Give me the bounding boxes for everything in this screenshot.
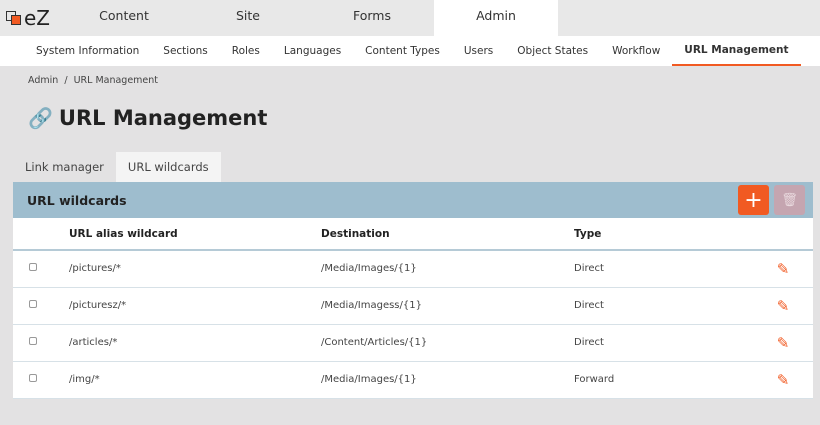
trash-icon: 🗑: [781, 192, 798, 208]
panel-title: URL wildcards: [27, 192, 127, 208]
alias-cell: /picturesz/*: [69, 287, 321, 325]
subnav-system-information[interactable]: System Information: [36, 45, 140, 57]
edit-button[interactable]: ✎: [753, 287, 813, 325]
col-type: Type: [574, 218, 753, 251]
url-wildcards-panel: URL wildcards + 🗑 URL alias wildcard Des…: [13, 182, 813, 399]
tab-site[interactable]: Site: [236, 8, 260, 23]
tab-content[interactable]: Content: [99, 8, 149, 23]
table-row: /img/* /Media/Images/{1} Forward ✎: [13, 361, 813, 399]
row-checkbox[interactable]: [29, 374, 37, 382]
row-checkbox[interactable]: [29, 263, 37, 272]
edit-button[interactable]: ✎: [753, 324, 813, 362]
type-cell: Direct: [574, 324, 753, 362]
edit-button[interactable]: ✎: [753, 361, 813, 399]
wildcards-table: URL alias wildcard Destination Type /pic…: [13, 218, 813, 399]
alias-cell: /articles/*: [69, 324, 321, 362]
col-destination: Destination: [321, 218, 574, 251]
breadcrumb: Admin / URL Management: [0, 66, 820, 86]
destination-cell: /Content/Articles/{1}: [321, 324, 574, 362]
logo-icon: [6, 11, 22, 25]
table-row: /articles/* /Content/Articles/{1} Direct…: [13, 324, 813, 362]
sub-nav: System Information Sections Roles Langua…: [0, 36, 820, 66]
tab-admin[interactable]: Admin: [434, 0, 558, 36]
breadcrumb-admin[interactable]: Admin: [28, 75, 59, 86]
panel-header: URL wildcards + 🗑: [13, 182, 813, 218]
table-row: /pictures/* /Media/Images/{1} Direct ✎: [13, 250, 813, 288]
alias-cell: /img/*: [69, 361, 321, 399]
destination-cell: /Media/Images/{1}: [321, 361, 574, 399]
pencil-icon: ✎: [776, 259, 790, 278]
subnav-languages[interactable]: Languages: [283, 45, 342, 57]
add-wildcard-button[interactable]: +: [738, 185, 769, 215]
subnav-sections[interactable]: Sections: [163, 45, 208, 57]
row-checkbox[interactable]: [29, 300, 37, 308]
destination-cell: /Media/Imagess/{1}: [321, 287, 574, 325]
pencil-icon: ✎: [776, 370, 790, 389]
type-cell: Forward: [574, 361, 753, 399]
plus-icon: +: [744, 187, 763, 213]
ez-logo[interactable]: eZ: [0, 6, 62, 30]
tab-link-manager[interactable]: Link manager: [25, 160, 104, 174]
subnav-workflow[interactable]: Workflow: [612, 45, 661, 57]
subnav-object-states[interactable]: Object States: [517, 45, 589, 57]
row-checkbox[interactable]: [29, 337, 37, 345]
link-icon: 🔗: [28, 106, 53, 130]
tabs: Link manager URL wildcards: [13, 152, 820, 182]
destination-cell: /Media/Images/{1}: [321, 250, 574, 288]
subnav-roles[interactable]: Roles: [231, 45, 260, 57]
edit-button[interactable]: ✎: [753, 250, 813, 288]
pencil-icon: ✎: [776, 333, 790, 352]
tab-forms[interactable]: Forms: [352, 8, 391, 23]
col-alias: URL alias wildcard: [69, 218, 321, 251]
subnav-content-types[interactable]: Content Types: [365, 45, 440, 57]
table-row: /picturesz/* /Media/Imagess/{1} Direct ✎: [13, 287, 813, 325]
page-title: 🔗 URL Management: [28, 106, 268, 130]
tab-url-wildcards[interactable]: URL wildcards: [115, 152, 221, 182]
breadcrumb-current: URL Management: [73, 75, 159, 86]
subnav-url-management[interactable]: URL Management: [672, 36, 801, 66]
subnav-users[interactable]: Users: [463, 45, 494, 57]
type-cell: Direct: [574, 287, 753, 325]
breadcrumb-separator: /: [64, 75, 68, 86]
type-cell: Direct: [574, 250, 753, 288]
delete-wildcard-button[interactable]: 🗑: [774, 185, 805, 215]
pencil-icon: ✎: [776, 296, 790, 315]
top-nav: eZ Content Site Forms Admin: [0, 0, 820, 36]
alias-cell: /pictures/*: [69, 250, 321, 288]
